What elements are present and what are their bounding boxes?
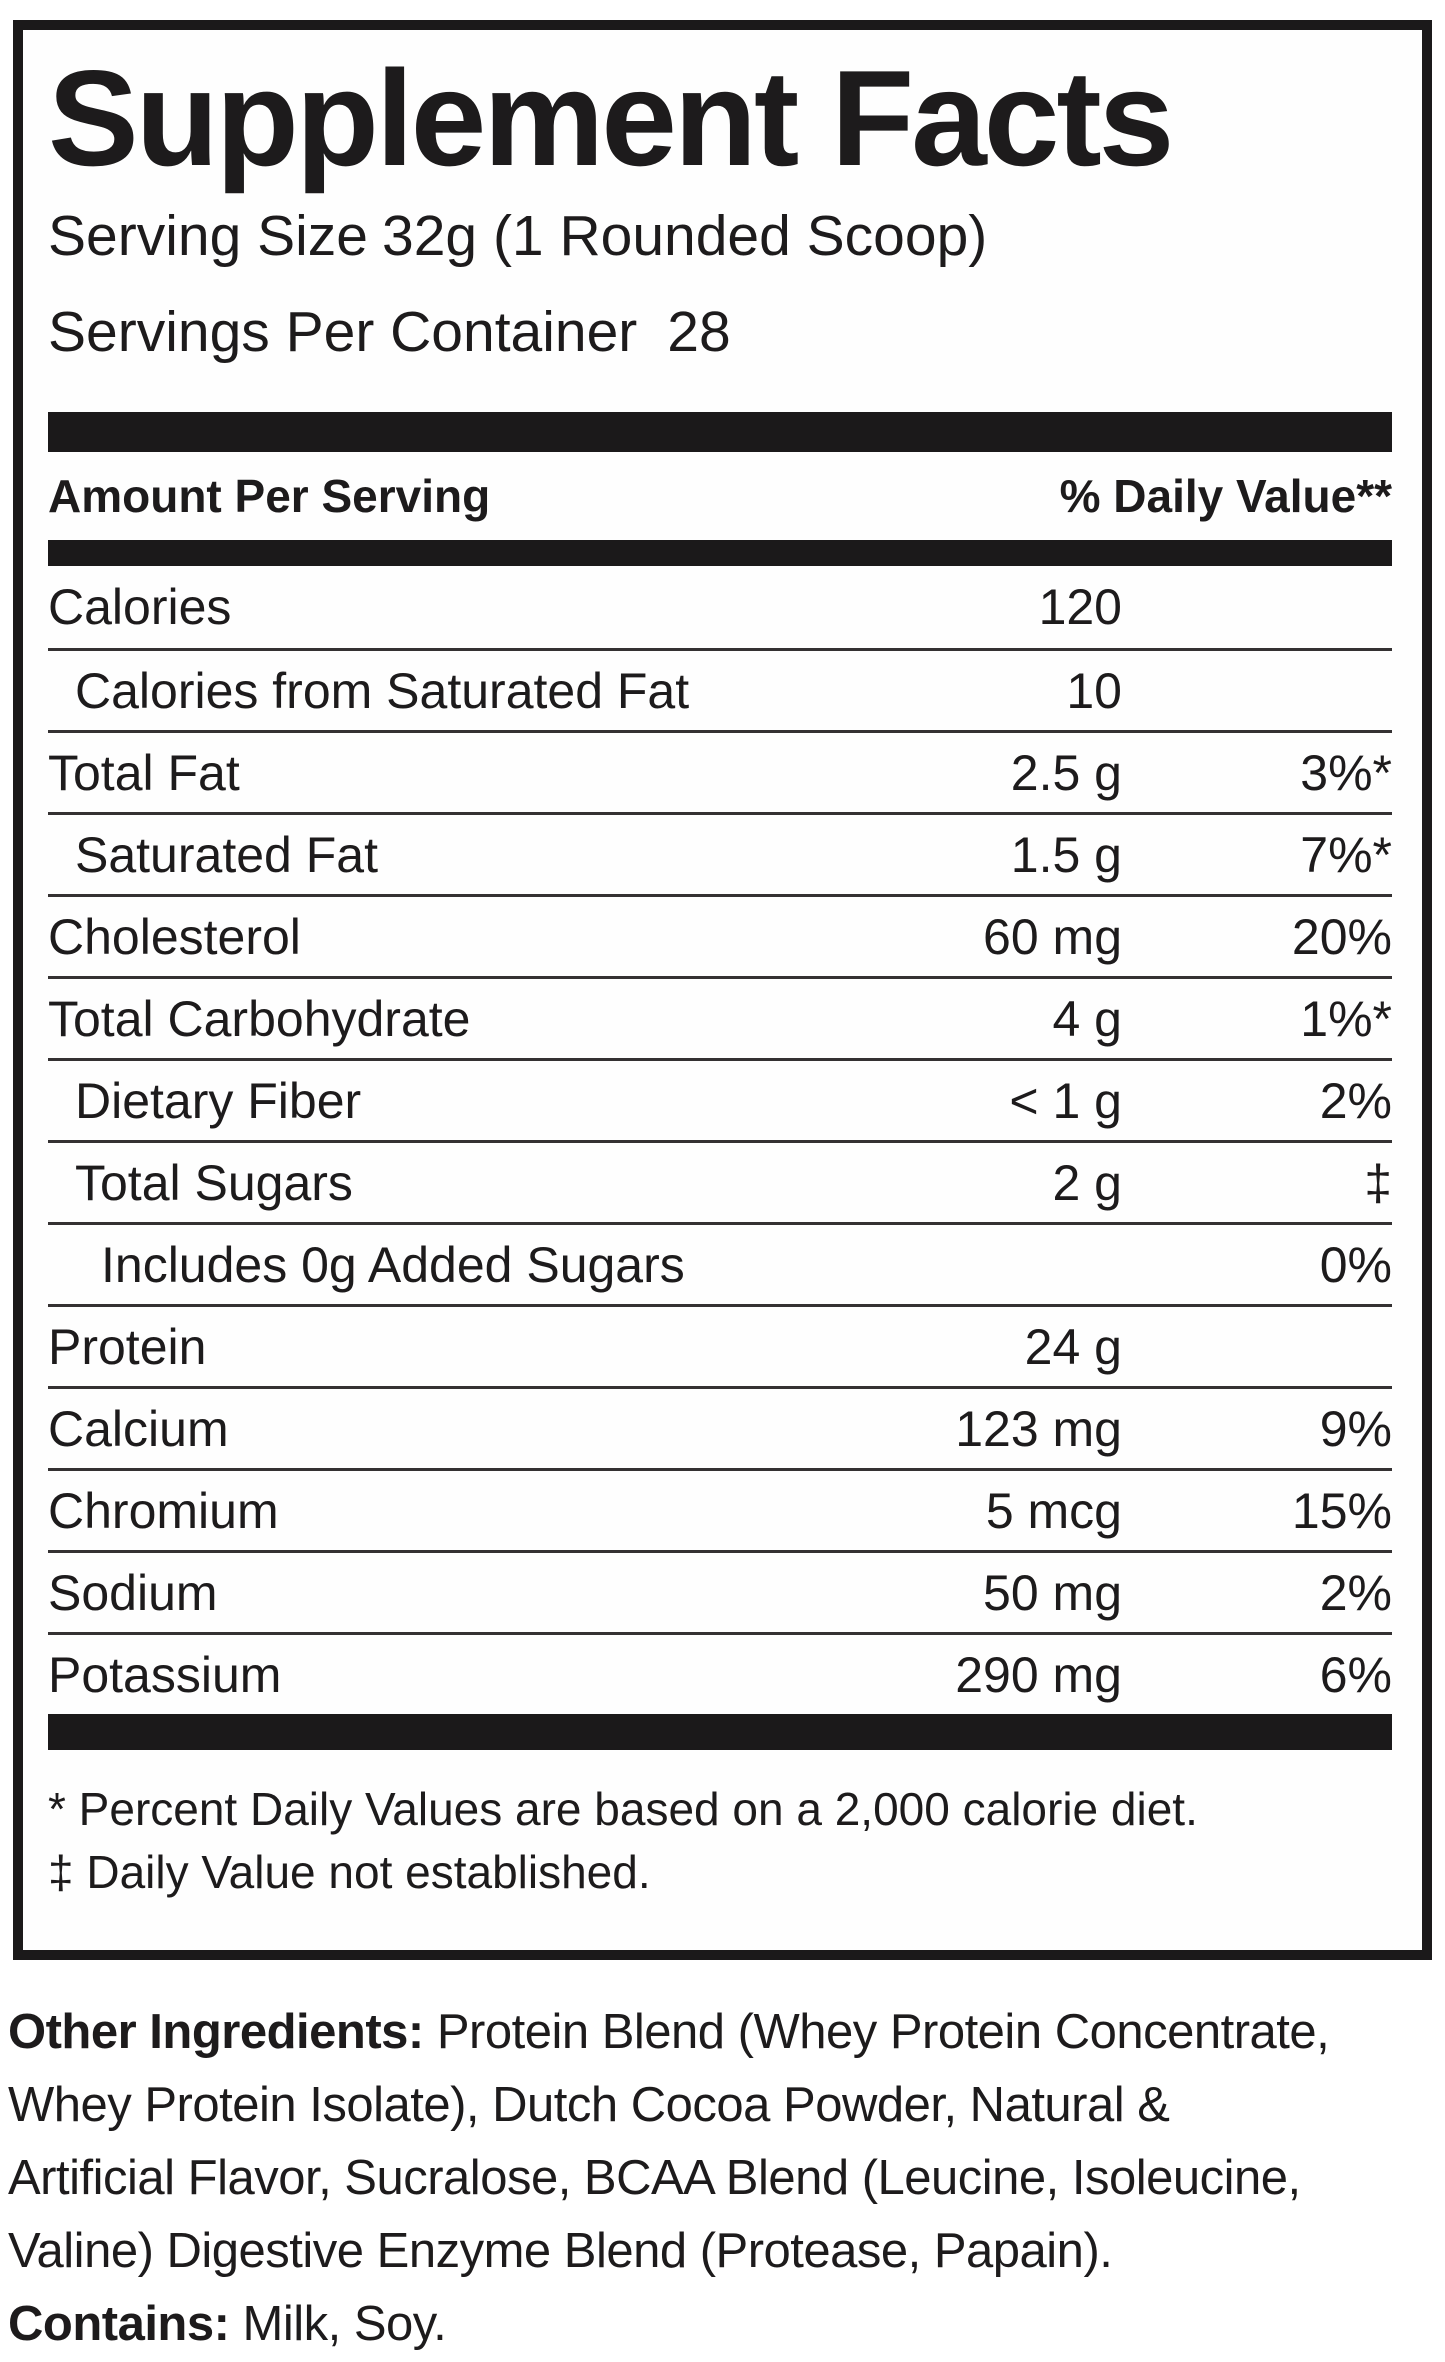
other-ingredients-label: Other Ingredients: — [8, 2005, 424, 2059]
nutrient-amount: 290 mg — [955, 1646, 1122, 1703]
nutrient-daily-value: 2% — [1319, 1564, 1392, 1621]
nutrient-amount: 120 — [1038, 579, 1122, 635]
table-row: Calories 120 — [48, 566, 1392, 648]
footnote-not-established: ‡ Daily Value not established. — [48, 1846, 651, 1898]
table-header-row: Amount Per Serving % Daily Value** — [48, 452, 1392, 540]
table-row: Potassium 290 mg 6% — [48, 1632, 1392, 1714]
serving-size-label: Serving Size — [48, 204, 368, 268]
nutrient-daily-value: 0% — [1319, 1236, 1392, 1293]
footnotes: * Percent Daily Values are based on a 2,… — [48, 1778, 1392, 1904]
nutrient-name: Saturated Fat — [75, 826, 378, 883]
nutrient-daily-value: 3%* — [1300, 744, 1392, 801]
nutrient-daily-value: 9% — [1319, 1400, 1392, 1457]
table-row: Chromium 5 mcg 15% — [48, 1468, 1392, 1550]
contains-text: Milk, Soy. — [229, 2297, 447, 2351]
other-ingredients-text: Protein Blend (Whey Protein Concentrate,… — [8, 2005, 1330, 2278]
nutrient-amount: 60 mg — [983, 908, 1122, 965]
nutrient-name: Calories from Saturated Fat — [75, 662, 690, 719]
nutrient-name: Calcium — [48, 1400, 229, 1457]
table-row: Sodium 50 mg 2% — [48, 1550, 1392, 1632]
nutrient-name: Sodium — [48, 1564, 218, 1621]
nutrient-name: Cholesterol — [48, 908, 301, 965]
nutrient-daily-value: ‡ — [1364, 1154, 1392, 1211]
nutrient-name: Total Sugars — [75, 1154, 353, 1211]
other-ingredients-paragraph: Other Ingredients: Protein Blend (Whey P… — [8, 1996, 1438, 2288]
table-row: Total Sugars 2 g ‡ — [48, 1140, 1392, 1222]
servings-per-container-value: 28 — [667, 300, 731, 364]
table-row: Cholesterol 60 mg 20% — [48, 894, 1392, 976]
table-row: Calcium 123 mg 9% — [48, 1386, 1392, 1468]
divider-bar-under-header — [48, 540, 1392, 566]
nutrient-name: Protein — [48, 1318, 207, 1375]
nutrient-daily-value: 20% — [1291, 908, 1392, 965]
table-row: Total Carbohydrate 4 g 1%* — [48, 976, 1392, 1058]
nutrient-amount: 2 g — [1052, 1154, 1122, 1211]
table-row: Dietary Fiber < 1 g 2% — [48, 1058, 1392, 1140]
nutrient-daily-value: 2% — [1319, 1072, 1392, 1129]
nutrient-name: Dietary Fiber — [75, 1072, 362, 1129]
nutrient-daily-value: 6% — [1319, 1646, 1392, 1703]
nutrient-name: Total Fat — [48, 744, 240, 801]
table-row: Calories from Saturated Fat 10 — [48, 648, 1392, 730]
serving-size-value: 32g (1 Rounded Scoop) — [382, 204, 988, 268]
contains-label: Contains: — [8, 2297, 230, 2351]
nutrient-daily-value: 1%* — [1300, 990, 1392, 1047]
nutrient-amount: 5 mcg — [985, 1482, 1122, 1539]
serving-size-line: Serving Size 32g (1 Rounded Scoop) — [48, 188, 1392, 284]
footnote-percent-dv: * Percent Daily Values are based on a 2,… — [48, 1783, 1198, 1835]
table-row: Includes 0g Added Sugars 0% — [48, 1222, 1392, 1304]
table-row: Protein 24 g — [48, 1304, 1392, 1386]
table-row: Total Fat 2.5 g 3%* — [48, 730, 1392, 812]
contains-line: Contains: Milk, Soy. — [8, 2288, 1445, 2361]
nutrient-amount: 24 g — [1024, 1318, 1122, 1375]
nutrient-amount: 123 mg — [955, 1400, 1122, 1457]
supplement-facts-panel: Supplement Facts Serving Size 32g (1 Roun… — [13, 20, 1432, 1960]
divider-bar-thick-top — [48, 412, 1392, 452]
nutrient-daily-value: 15% — [1291, 1482, 1392, 1539]
nutrient-amount: < 1 g — [1009, 1072, 1122, 1129]
nutrient-daily-value: 7%* — [1300, 826, 1392, 883]
nutrient-name: Calories — [48, 579, 232, 635]
divider-bar-thick-bottom — [48, 1714, 1392, 1750]
panel-title: Supplement Facts — [48, 42, 1174, 194]
table-row: Saturated Fat 1.5 g 7%* — [48, 812, 1392, 894]
nutrient-amount: 2.5 g — [1010, 744, 1122, 801]
nutrient-name: Includes 0g Added Sugars — [101, 1236, 685, 1293]
nutrient-amount: 4 g — [1052, 990, 1122, 1047]
nutrient-amount: 50 mg — [983, 1564, 1122, 1621]
nutrient-name: Chromium — [48, 1482, 279, 1539]
daily-value-header: % Daily Value** — [1059, 470, 1392, 522]
servings-per-container-label: Servings Per Container — [48, 300, 638, 364]
nutrient-table: Calories 120 Calories from Saturated Fat… — [48, 566, 1392, 1714]
nutrient-name: Potassium — [48, 1646, 282, 1703]
amount-per-serving-header: Amount Per Serving — [48, 470, 491, 522]
nutrient-amount: 10 — [1066, 662, 1122, 719]
nutrient-amount: 1.5 g — [1010, 826, 1122, 883]
nutrient-name: Total Carbohydrate — [48, 990, 471, 1047]
servings-per-container-line: Servings Per Container 28 — [48, 284, 1392, 380]
